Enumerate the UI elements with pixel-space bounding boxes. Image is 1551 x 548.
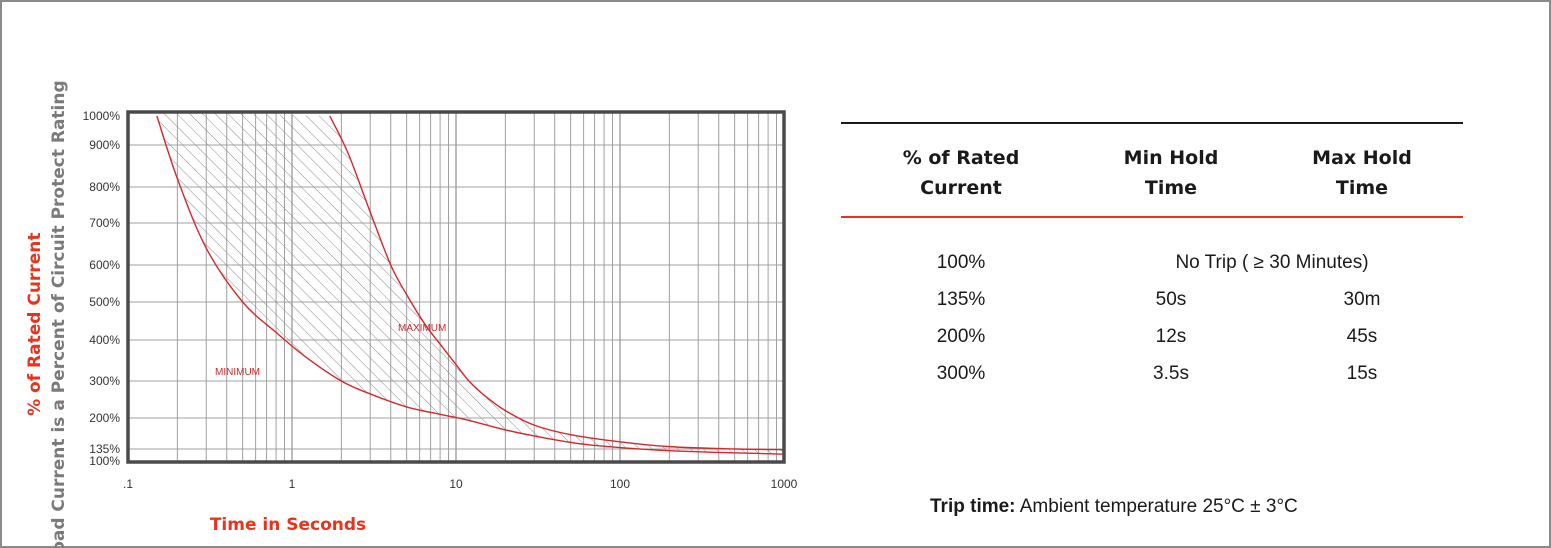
y-axis-title-main: % of Rated Current (25, 233, 45, 416)
cell-current: 200% (936, 326, 986, 347)
header-rated-current: % of Rated Current (841, 143, 1081, 205)
y-tick-label: 100% (89, 454, 120, 468)
x-tick-label: .1 (123, 477, 133, 491)
y-tick-label: 400% (89, 333, 120, 347)
table-top-rule (841, 122, 1463, 124)
hold-time-table: % of Rated Current Min Hold Time Max Hol… (841, 122, 1463, 392)
trip-time-text: Ambient temperature 25°C ± 3°C (1015, 496, 1298, 517)
header-min-hold-line2: Time (1144, 177, 1198, 199)
trip-time-note: Trip time: Ambient temperature 25°C ± 3°… (930, 496, 1298, 518)
table-row: 135% 50s 30m (841, 281, 1463, 318)
cell-min-hold: 50s (1155, 289, 1187, 310)
table-row: 300% 3.5s 15s (841, 355, 1463, 392)
y-axis-title: % of Rated Current Load Current is a Per… (25, 80, 69, 548)
header-min-hold-line1: Min Hold (1123, 147, 1219, 169)
curves (156, 115, 785, 455)
y-tick-label: 900% (89, 138, 120, 152)
trip-curve-chart: 1000% 900% 800% 700% 600% 500% 400% 300% 200% 135… (25, 80, 798, 548)
header-max-hold: Max Hold Time (1261, 143, 1463, 205)
maximum-curve (329, 115, 785, 451)
hold-band (156, 112, 784, 455)
table-header-rule (841, 216, 1463, 218)
y-axis-title-sub: Load Current is a Percent of Circuit Pro… (49, 80, 69, 548)
y-tick-label: 700% (89, 216, 120, 230)
hatched-band (156, 112, 784, 455)
header-min-hold: Min Hold Time (1081, 143, 1261, 205)
minimum-curve (156, 115, 785, 455)
y-tick-label: 800% (89, 180, 120, 194)
y-tick-label: 300% (89, 374, 120, 388)
header-max-hold-line1: Max Hold (1312, 147, 1412, 169)
tick-labels: 1000% 900% 800% 700% 600% 500% 400% 300% 200% 135… (83, 109, 798, 491)
header-rated-current-line2: Current (920, 177, 1002, 199)
trip-time-label: Trip time: (930, 496, 1016, 517)
cell-current: 300% (936, 363, 986, 384)
cell-min-hold: 12s (1155, 326, 1187, 347)
x-axis-title: Time in Seconds (210, 515, 366, 535)
minimum-label: MINIMUM (215, 367, 260, 378)
cell-current: 135% (936, 289, 986, 310)
x-tick-label: 10 (449, 477, 463, 491)
x-tick-label: 1000 (771, 477, 798, 491)
x-tick-label: 1 (289, 477, 296, 491)
maximum-label: MAXIMUM (398, 323, 446, 334)
table-row: 200% 12s 45s (841, 318, 1463, 355)
curve-labels: MINIMUM MAXIMUM (215, 323, 446, 378)
y-tick-label: 200% (89, 411, 120, 425)
cell-max-hold: 45s (1346, 326, 1378, 347)
table-header: % of Rated Current Min Hold Time Max Hol… (841, 124, 1463, 205)
y-tick-label: 1000% (83, 109, 121, 123)
header-max-hold-line2: Time (1335, 177, 1389, 199)
cell-current: 100% (936, 252, 986, 273)
header-rated-current-line1: % of Rated (902, 147, 1020, 169)
y-tick-label: 135% (89, 442, 120, 456)
y-tick-label: 500% (89, 295, 120, 309)
x-tick-label: 100 (610, 477, 630, 491)
cell-no-trip: No Trip ( ≥ 30 Minutes) (1175, 252, 1369, 273)
plot-frame (126, 110, 786, 464)
cell-max-hold: 30m (1343, 289, 1381, 310)
y-tick-label: 600% (89, 258, 120, 272)
plot-border (126, 110, 786, 464)
cell-max-hold: 15s (1346, 363, 1378, 384)
table-row: 100% No Trip ( ≥ 30 Minutes) (841, 244, 1463, 281)
cell-min-hold: 3.5s (1153, 363, 1189, 384)
